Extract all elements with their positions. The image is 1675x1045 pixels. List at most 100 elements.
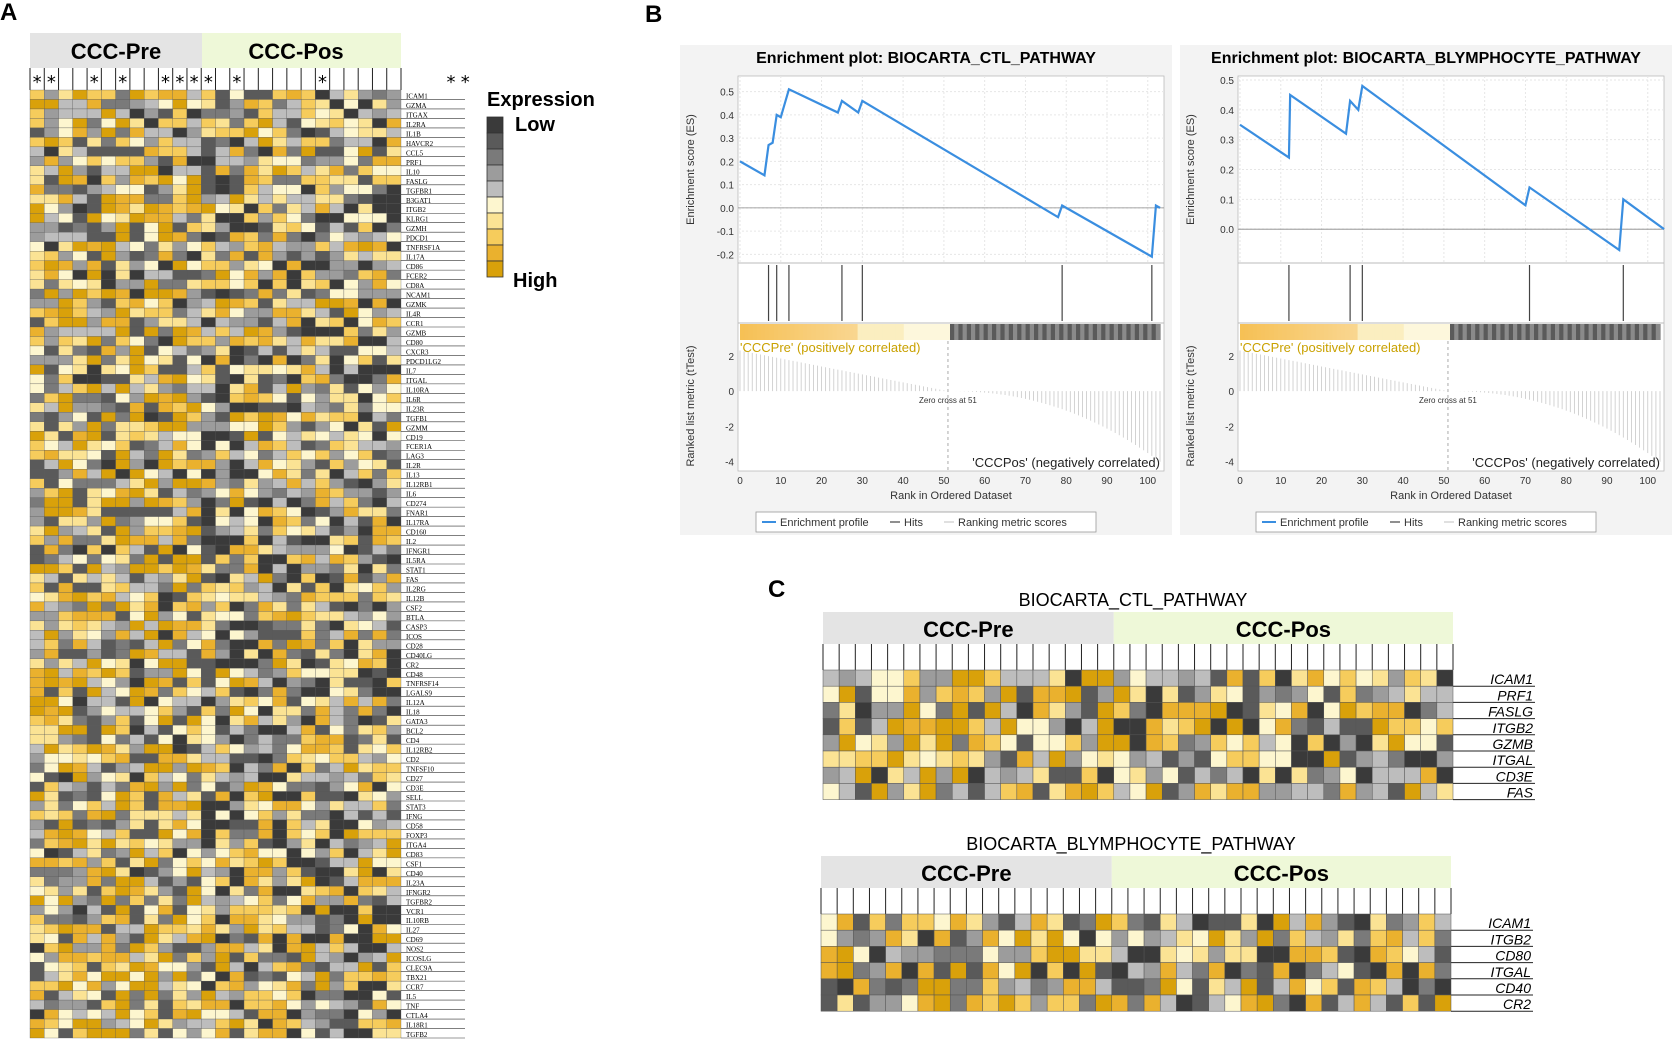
heatmap-cell	[1161, 702, 1179, 719]
heatmap-cell	[201, 288, 216, 299]
heatmap-cell	[258, 137, 273, 148]
heatmap-cell	[1291, 783, 1308, 800]
gene-label: B3GAT1	[406, 197, 432, 205]
ranking-bar-segment	[1080, 324, 1086, 340]
heatmap-cell	[201, 251, 216, 261]
heatmap-cell	[1256, 929, 1274, 947]
heatmap-cell	[101, 307, 116, 318]
heatmap-cell	[1355, 669, 1373, 687]
heatmap-cell	[315, 506, 330, 517]
heatmap-cell	[358, 905, 373, 915]
heatmap-cell	[201, 743, 216, 754]
heatmap-cell	[258, 829, 273, 840]
heatmap-cell	[44, 876, 59, 887]
heatmap-cell	[998, 978, 1016, 996]
heatmap-cell	[300, 497, 316, 508]
heatmap-cell	[343, 620, 359, 631]
heatmap-cell	[201, 326, 216, 337]
heatmap-cell	[172, 952, 188, 963]
heatmap-cell	[372, 933, 387, 944]
heatmap-cell	[372, 772, 387, 783]
heatmap-cell	[272, 848, 287, 859]
heatmap-cell	[372, 1009, 387, 1020]
heatmap-cell	[1337, 913, 1355, 931]
heatmap-cell	[201, 639, 216, 650]
heatmap-cell	[372, 506, 387, 517]
gene-label: CTLA4	[406, 1012, 428, 1020]
heatmap-cell	[186, 639, 202, 650]
heatmap-cell	[272, 156, 287, 166]
heatmap-cell	[386, 232, 402, 242]
ranking-bar-segment	[1063, 324, 1069, 340]
heatmap-cell	[215, 725, 230, 735]
heatmap-cell	[29, 222, 45, 233]
heatmap-cell	[158, 118, 173, 129]
heatmap-cell	[315, 251, 330, 261]
heatmap-cell	[86, 165, 102, 176]
heatmap-cell	[201, 573, 216, 584]
heatmap-cell	[172, 876, 188, 887]
heatmap-cell	[343, 838, 359, 849]
heatmap-cell	[186, 914, 202, 925]
heatmap-cell	[229, 658, 245, 669]
heatmap-cell	[215, 535, 230, 546]
heatmap-cell	[58, 668, 73, 678]
heatmap-cell	[343, 165, 359, 176]
heatmap-cell	[315, 412, 330, 422]
heatmap-cell	[1194, 734, 1211, 752]
heatmap-cell	[215, 620, 230, 631]
heatmap-cell	[158, 810, 173, 821]
heatmap-cell	[286, 478, 302, 489]
heatmap-cell	[286, 990, 302, 1001]
ranking-bar-segment	[1147, 324, 1153, 340]
heatmap-cell	[44, 639, 59, 650]
heatmap-cell	[101, 668, 116, 678]
heatmap-cell	[215, 269, 230, 280]
gene-label: IL5RA	[406, 557, 426, 565]
heatmap-cell	[343, 118, 359, 129]
heatmap-cell	[1014, 978, 1032, 996]
ranking-bar-segment	[1298, 324, 1304, 340]
heatmap-cell	[129, 307, 145, 318]
heatmap-cell	[215, 573, 230, 584]
heatmap-cell	[1113, 734, 1131, 752]
heatmap-cell	[358, 497, 373, 508]
heatmap-cell	[329, 743, 345, 754]
heatmap-cell	[1371, 685, 1389, 703]
heatmap-cell	[329, 725, 345, 735]
heatmap-cell	[129, 146, 145, 157]
heatmap-cell	[158, 232, 173, 242]
heatmap-cell	[101, 497, 116, 508]
heatmap-cell	[144, 1028, 159, 1039]
heatmap-cell	[29, 810, 45, 821]
heatmap-cell	[329, 431, 345, 441]
heatmap-cell	[315, 535, 330, 546]
heatmap-cell	[115, 1018, 131, 1029]
heatmap-cell	[201, 383, 216, 394]
heatmap-cell	[172, 450, 188, 460]
heatmap-cell	[903, 783, 921, 800]
heatmap-cell	[372, 838, 387, 849]
heatmap-cell	[343, 1028, 359, 1039]
heatmap-cell	[158, 933, 173, 944]
heatmap-cell	[201, 677, 216, 688]
heatmap-cell	[1000, 669, 1018, 687]
heatmap-cell	[300, 630, 316, 640]
x-tick-label: 10	[1275, 476, 1287, 487]
heatmap-cell	[358, 450, 373, 460]
heatmap-cell	[129, 393, 145, 403]
heatmap-cell	[129, 914, 145, 925]
heatmap-cell	[1145, 702, 1163, 719]
heatmap-cell	[72, 203, 88, 214]
heatmap-cell	[215, 601, 230, 612]
heatmap-cell	[86, 810, 102, 821]
heatmap-cell	[115, 108, 131, 119]
heatmap-cell	[158, 696, 173, 707]
heatmap-cell	[258, 810, 273, 821]
heatmap-cell	[229, 260, 245, 271]
gene-label: TBX21	[406, 974, 428, 982]
heatmap-cell	[201, 838, 216, 849]
ranking-bar-segment	[1067, 324, 1073, 340]
gene-label: HAVCR2	[406, 140, 434, 148]
gene-label: PDCD1	[406, 235, 429, 243]
